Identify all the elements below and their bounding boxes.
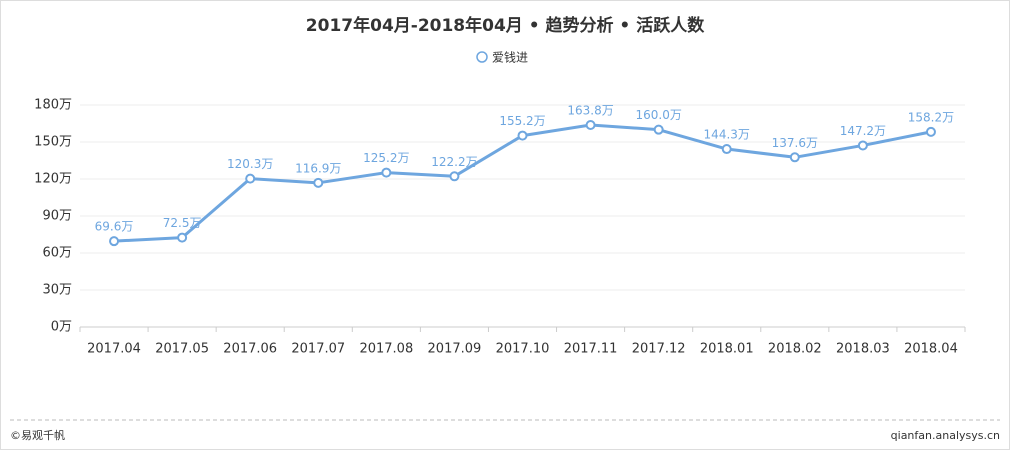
data-label: 122.2万 [431, 155, 477, 169]
data-point [925, 126, 936, 137]
x-tick-label: 2017.04 [87, 342, 141, 357]
x-tick-label: 2018.02 [768, 342, 822, 357]
y-tick-label: 90万 [42, 209, 72, 224]
y-tick-label: 60万 [42, 246, 72, 261]
data-label: 160.0万 [635, 108, 681, 122]
x-tick-label: 2018.04 [904, 342, 958, 357]
data-point [177, 232, 188, 243]
y-tick-label: 180万 [34, 98, 72, 113]
x-tick-label: 2017.05 [155, 342, 209, 357]
y-tick-label: 150万 [34, 135, 72, 150]
data-label: 69.6万 [95, 220, 134, 234]
data-point [789, 152, 800, 163]
data-point [857, 140, 868, 151]
data-label: 120.3万 [227, 157, 273, 171]
footer-right: qianfan.analysys.cn [891, 429, 1000, 442]
data-label: 72.5万 [163, 216, 202, 230]
data-point [721, 144, 732, 155]
data-label: 125.2万 [363, 151, 409, 165]
data-label: 163.8万 [567, 103, 613, 117]
x-tick-label: 2017.11 [564, 342, 618, 357]
x-tick-label: 2018.01 [700, 342, 754, 357]
footer-left: ©易观千帆 [10, 428, 65, 442]
data-label: 147.2万 [840, 124, 886, 138]
chart-title: 2017年04月-2018年04月 • 趋势分析 • 活跃人数 [306, 15, 705, 36]
data-label: 158.2万 [908, 110, 954, 124]
data-point [653, 124, 664, 135]
legend-label: 爱钱进 [492, 50, 528, 65]
data-label: 137.6万 [772, 136, 818, 150]
data-label: 116.9万 [295, 161, 341, 175]
y-tick-label: 30万 [42, 283, 72, 298]
x-tick-label: 2017.12 [632, 342, 686, 357]
data-point [585, 119, 596, 130]
data-point [381, 167, 392, 178]
data-label: 155.2万 [499, 114, 545, 128]
data-point [449, 171, 460, 182]
data-point [517, 130, 528, 141]
y-tick-label: 120万 [34, 172, 72, 187]
x-tick-label: 2018.03 [836, 342, 890, 357]
data-point [313, 177, 324, 188]
x-tick-label: 2017.10 [496, 342, 550, 357]
data-point [109, 236, 120, 247]
legend-marker [476, 51, 488, 63]
y-tick-label: 0万 [51, 320, 72, 335]
x-tick-label: 2017.07 [291, 342, 345, 357]
x-tick-label: 2017.06 [223, 342, 277, 357]
x-tick-label: 2017.09 [428, 342, 482, 357]
data-point [245, 173, 256, 184]
data-label: 144.3万 [704, 128, 750, 142]
x-tick-label: 2017.08 [359, 342, 413, 357]
